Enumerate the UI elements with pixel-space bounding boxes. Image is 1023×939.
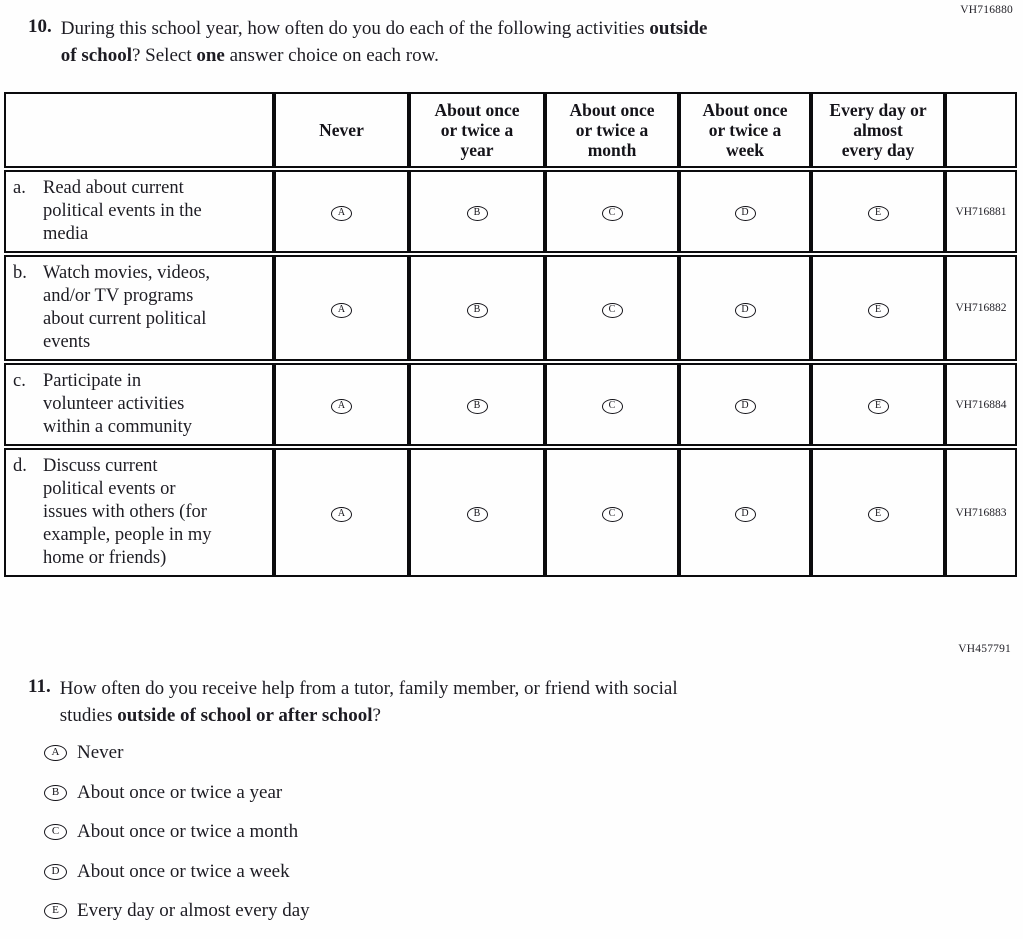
q10-row-d-option-c-bubble[interactable]: C <box>601 507 623 522</box>
q11-option-every-day: E Every day or almost every day <box>44 899 310 923</box>
row-a-text: Read about current political events in t… <box>43 178 202 244</box>
header-never: Never <box>274 92 409 168</box>
header-once-twice-month: About once or twice a month <box>545 92 679 168</box>
q11-option-d-label: About once or twice a week <box>77 860 290 882</box>
row-c-label: c. Participate in volunteer activities wi… <box>6 365 272 444</box>
q11-option-year: B About once or twice a year <box>44 781 310 805</box>
row-d-accession-code: VH716883 <box>945 448 1017 577</box>
q11-option-week: D About once or twice a week <box>44 860 310 884</box>
row-b-letter: b. <box>13 263 27 283</box>
q11-option-d-bubble[interactable]: D <box>44 863 67 880</box>
q10-row-d-option-a-bubble[interactable]: A <box>331 507 352 522</box>
q10-row-a-option-c-bubble[interactable]: C <box>601 206 623 221</box>
q10-row-a-option-d-bubble[interactable]: D <box>734 206 756 221</box>
question-10-text: During this school year, how often do yo… <box>61 16 708 69</box>
q11-text-bold: outside of school or after school <box>117 704 373 726</box>
q11-option-b-bubble[interactable]: B <box>44 784 67 801</box>
question-10-accession-code: VH716880 <box>960 4 1013 16</box>
q10-row-c-option-b-bubble[interactable]: B <box>466 399 488 414</box>
q10-text-bold-one: one <box>196 44 225 66</box>
q10-row-c-option-a-bubble[interactable]: A <box>331 399 352 414</box>
q11-option-a-bubble[interactable]: A <box>44 745 67 761</box>
question-11-number: 11. <box>28 676 51 697</box>
q10-row-c-option-e-bubble[interactable]: E <box>867 399 889 414</box>
question-11-accession-code: VH457791 <box>958 643 1011 655</box>
q10-row-a-option-e-bubble[interactable]: E <box>867 206 889 221</box>
row-d-label: d. Discuss current political events or is… <box>6 450 272 575</box>
q11-option-c-bubble[interactable]: C <box>44 824 67 840</box>
q10-text-bold-of-school: of school <box>60 44 132 66</box>
q10-row-a-option-b-bubble[interactable]: B <box>466 206 488 221</box>
q11-options-list: A Never B About once or twice a year C A… <box>44 741 310 939</box>
q10-row-b-option-d-bubble[interactable]: D <box>734 302 756 318</box>
q11-option-month: C About once or twice a month <box>44 820 310 844</box>
row-a-accession-code: VH716881 <box>945 170 1017 253</box>
q10-text-normal-3: answer choice on each row. <box>224 44 439 66</box>
q10-row-d-option-d-bubble[interactable]: D <box>734 507 756 522</box>
q10-row-a-option-a-bubble[interactable]: A <box>331 206 352 221</box>
q11-option-a-label: Never <box>77 742 124 763</box>
q11-text-normal-2: studies <box>59 704 118 726</box>
row-a-letter: a. <box>13 178 26 198</box>
header-empty-code-col <box>945 92 1017 168</box>
row-d-text: Discuss current political events or issu… <box>43 456 212 568</box>
header-every-day: Every day or almost every day <box>811 92 945 168</box>
q10-row-b-option-c-bubble[interactable]: C <box>601 302 623 318</box>
table-row-d: d. Discuss current political events or is… <box>4 448 1017 577</box>
row-c-text: Participate in volunteer activities with… <box>43 371 193 437</box>
q11-option-c-label: About once or twice a month <box>77 821 299 842</box>
row-d-letter: d. <box>13 456 27 476</box>
row-a-label: a. Read about current political events in… <box>6 172 272 251</box>
q10-row-c-option-d-bubble[interactable]: D <box>734 399 756 414</box>
row-b-label: b. Watch movies, videos, and/or TV progra… <box>6 257 272 359</box>
q11-text-qmark: ? <box>372 704 381 726</box>
row-b-accession-code: VH716882 <box>945 255 1017 361</box>
header-once-twice-week: About once or twice a week <box>679 92 811 168</box>
table-row-c: c. Participate in volunteer activities wi… <box>4 363 1017 446</box>
q11-option-never: A Never <box>44 741 310 765</box>
q10-text-bold-outside: outside <box>649 18 708 39</box>
q10-row-b-option-e-bubble[interactable]: E <box>867 302 889 318</box>
q11-option-b-label: About once or twice a year <box>77 781 283 803</box>
q10-text-normal-1: During this school year, how often do yo… <box>60 18 650 39</box>
q10-response-matrix-table: Never About once or twice a year About o… <box>4 90 1017 579</box>
header-once-twice-year: About once or twice a year <box>409 92 545 168</box>
q11-text-line1: How often do you receive help from a tut… <box>59 678 678 699</box>
question-10: 10. During this school year, how often do… <box>28 16 928 69</box>
header-empty-corner <box>4 92 274 168</box>
q10-row-b-option-b-bubble[interactable]: B <box>466 302 488 318</box>
question-11: 11. How often do you receive help from a … <box>28 676 928 729</box>
q10-row-c-option-c-bubble[interactable]: C <box>601 399 623 414</box>
q10-row-d-option-e-bubble[interactable]: E <box>867 507 889 522</box>
table-row-a: a. Read about current political events in… <box>4 170 1017 253</box>
question-10-number: 10. <box>28 16 52 37</box>
q11-option-e-bubble[interactable]: E <box>44 903 67 919</box>
table-header-row: Never About once or twice a year About o… <box>4 92 1017 168</box>
table-row-b: b. Watch movies, videos, and/or TV progra… <box>4 255 1017 361</box>
row-b-text: Watch movies, videos, and/or TV programs… <box>43 263 211 352</box>
q10-text-normal-2: ? Select <box>132 44 197 66</box>
question-11-text: How often do you receive help from a tut… <box>60 676 678 729</box>
q10-row-b-option-a-bubble[interactable]: A <box>331 302 352 318</box>
row-c-accession-code: VH716884 <box>945 363 1017 446</box>
q11-option-e-label: Every day or almost every day <box>77 900 310 921</box>
row-c-letter: c. <box>13 371 26 391</box>
q10-row-d-option-b-bubble[interactable]: B <box>466 507 488 522</box>
